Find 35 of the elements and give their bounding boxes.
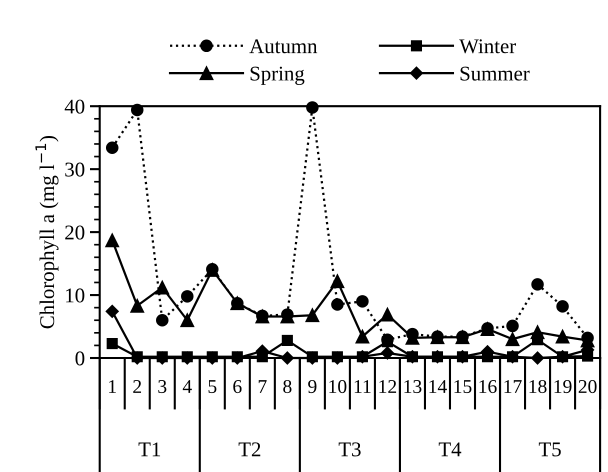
x-tick-label: 16	[480, 380, 497, 394]
y-tick-label: 10	[66, 288, 84, 302]
legend-label: Autumn	[249, 39, 318, 54]
x-tick-label: 5	[208, 380, 216, 394]
x-tick-label: 11	[354, 380, 371, 393]
x-tick-label: 4	[182, 380, 192, 393]
x-tick-label: 1	[109, 380, 116, 393]
x-tick-label: 20	[578, 380, 597, 394]
text: T3	[338, 442, 361, 456]
x-tick-label: 13	[404, 380, 422, 394]
x-tick-label: 19	[554, 380, 572, 394]
legend-label: Winter	[459, 39, 516, 54]
y-axis-title: Chlorophyll a (mg l$^{−1}$)	[35, 136, 59, 328]
text: T4	[438, 442, 462, 456]
x-tick-label: 10	[329, 380, 346, 394]
x-tick-label: 2	[133, 380, 142, 393]
x-tick-label: 8	[283, 380, 292, 394]
x-tick-label: 15	[454, 380, 472, 394]
legend-label: Spring	[250, 66, 304, 85]
x-tick-label: 6	[233, 380, 242, 394]
y-tick-label: 30	[65, 162, 84, 177]
y-tick-label: 40	[64, 100, 84, 114]
text: T5	[538, 442, 561, 456]
x-tick-label: 18	[530, 380, 547, 394]
x-tick-label: 3	[158, 380, 166, 394]
x-tick-label: 17	[504, 380, 522, 393]
x-tick-label: 12	[379, 380, 396, 393]
legend-label: Summer	[460, 66, 530, 81]
y-tick-label: 20	[65, 225, 84, 240]
x-tick-label: 7	[258, 380, 267, 393]
y-tick-label: 0	[76, 351, 84, 366]
x-tick-label: 9	[308, 380, 316, 394]
text: T1	[138, 442, 160, 456]
x-tick-label: 14	[429, 380, 447, 393]
text: T2	[238, 442, 260, 456]
